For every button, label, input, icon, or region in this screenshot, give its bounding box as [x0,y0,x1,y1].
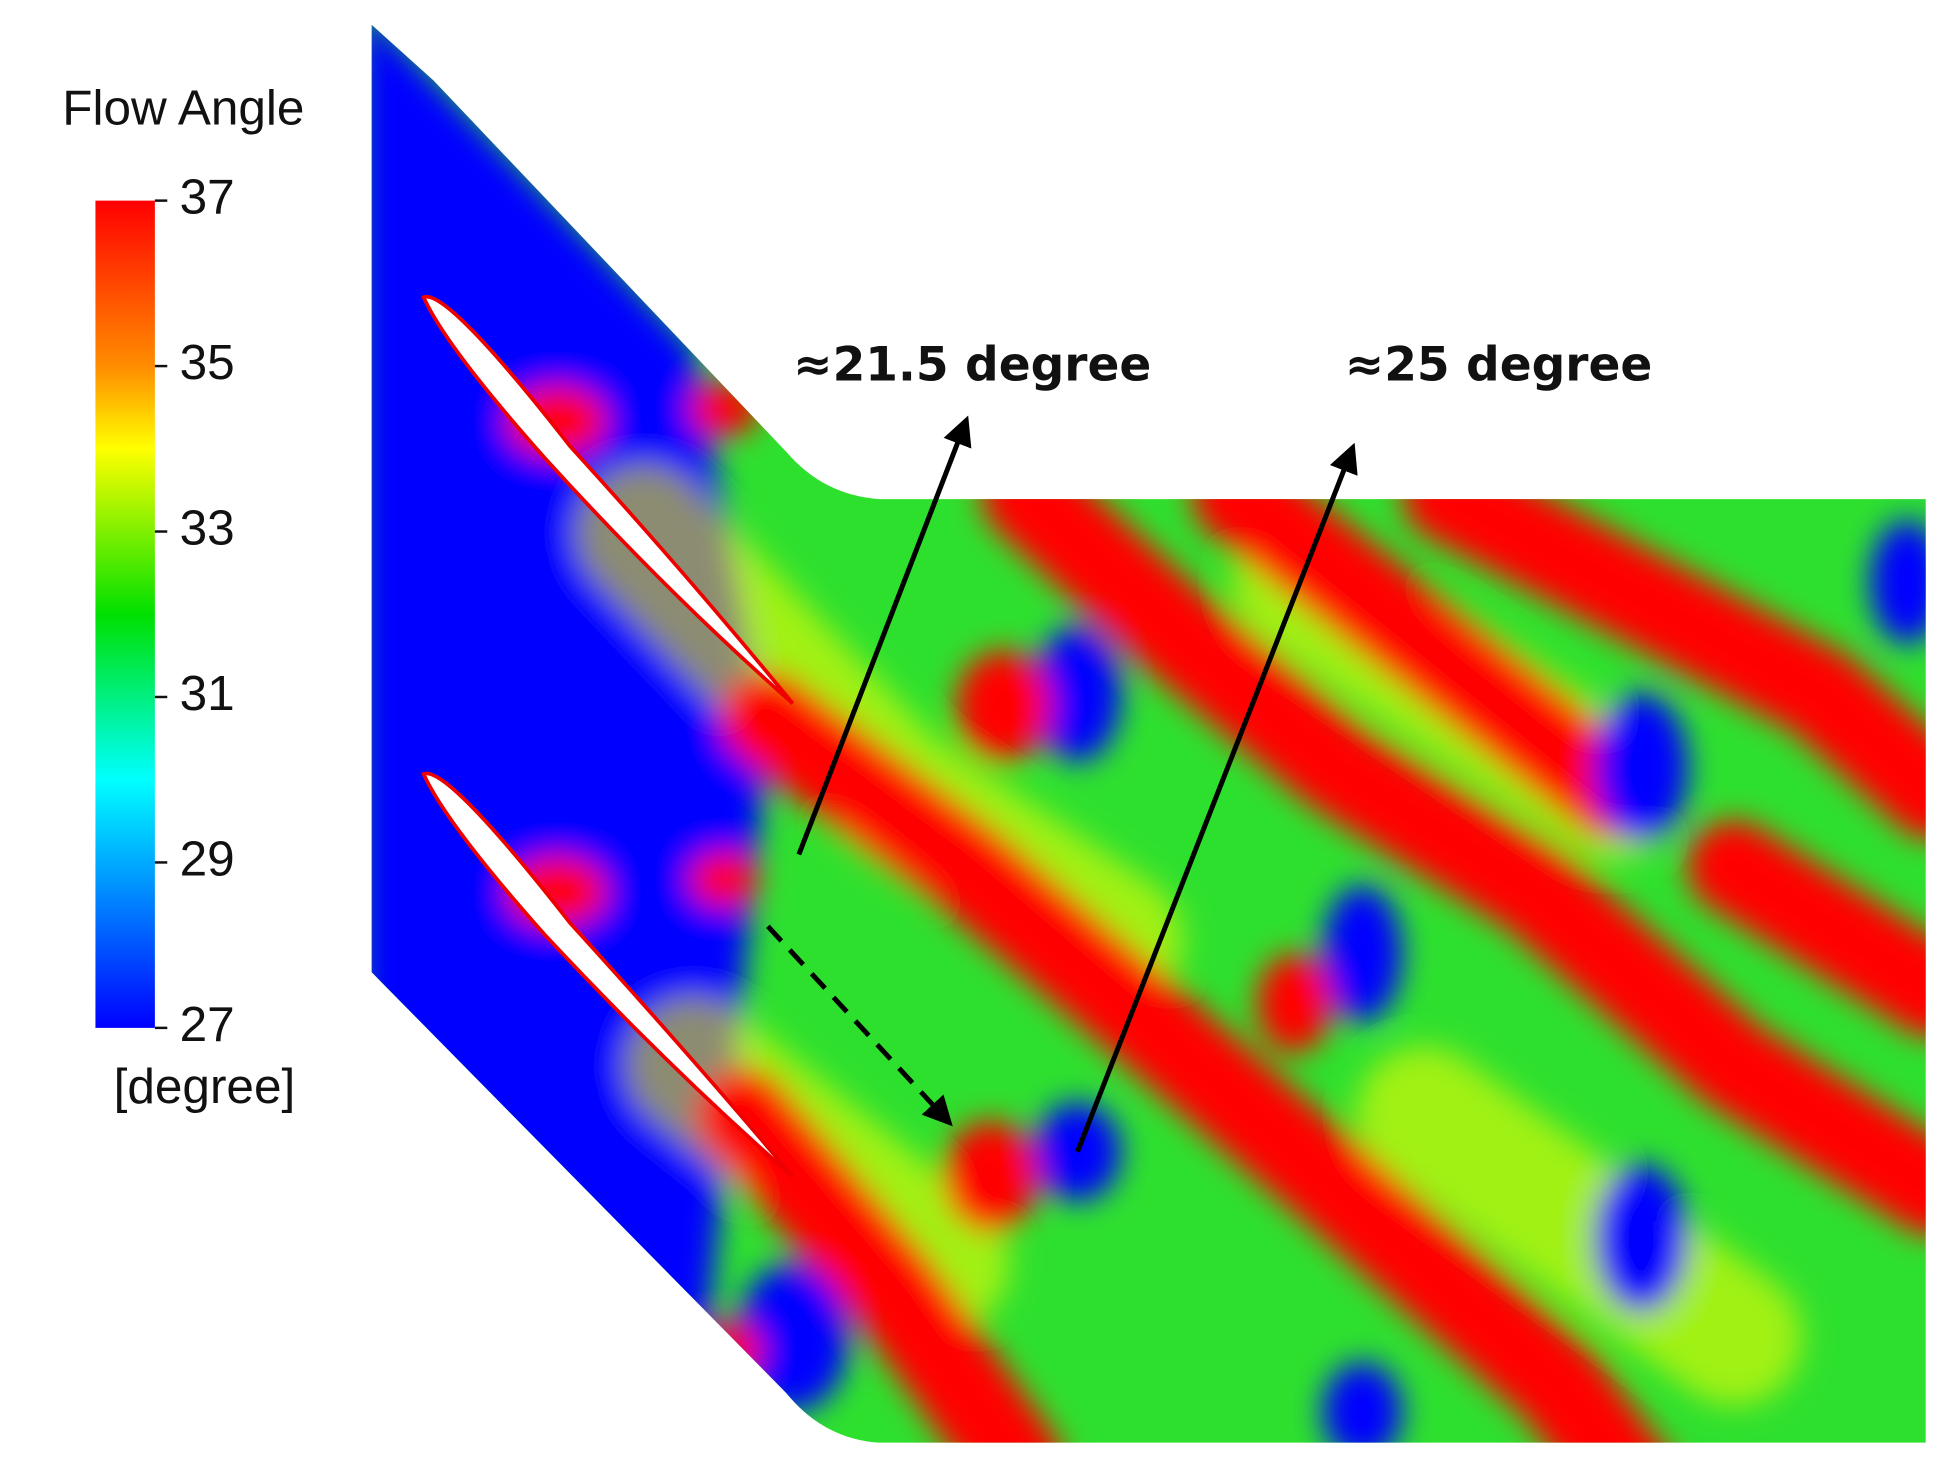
colorbar-unit: [degree] [114,1059,296,1114]
arrow [796,415,972,856]
arrows [766,415,1358,1153]
tick-label: 37 [180,170,235,225]
arrow [1075,442,1358,1153]
colorbar-ticks: 37 35 33 31 29 27 [154,170,235,1052]
contour-field [371,24,1926,1443]
annotation: ≈21.5 degree [793,337,1151,392]
colorbar [95,200,155,1028]
annotation: ≈25 degree [1345,337,1653,392]
tick-label: 31 [180,666,235,721]
colorbar-title: Flow Angle [62,81,304,136]
blades [421,294,795,1178]
tick-label: 27 [180,997,235,1052]
dashed-arrow [766,924,953,1127]
tick-label: 33 [180,501,235,556]
tick-label: 29 [180,832,235,887]
tick-label: 35 [180,335,235,390]
